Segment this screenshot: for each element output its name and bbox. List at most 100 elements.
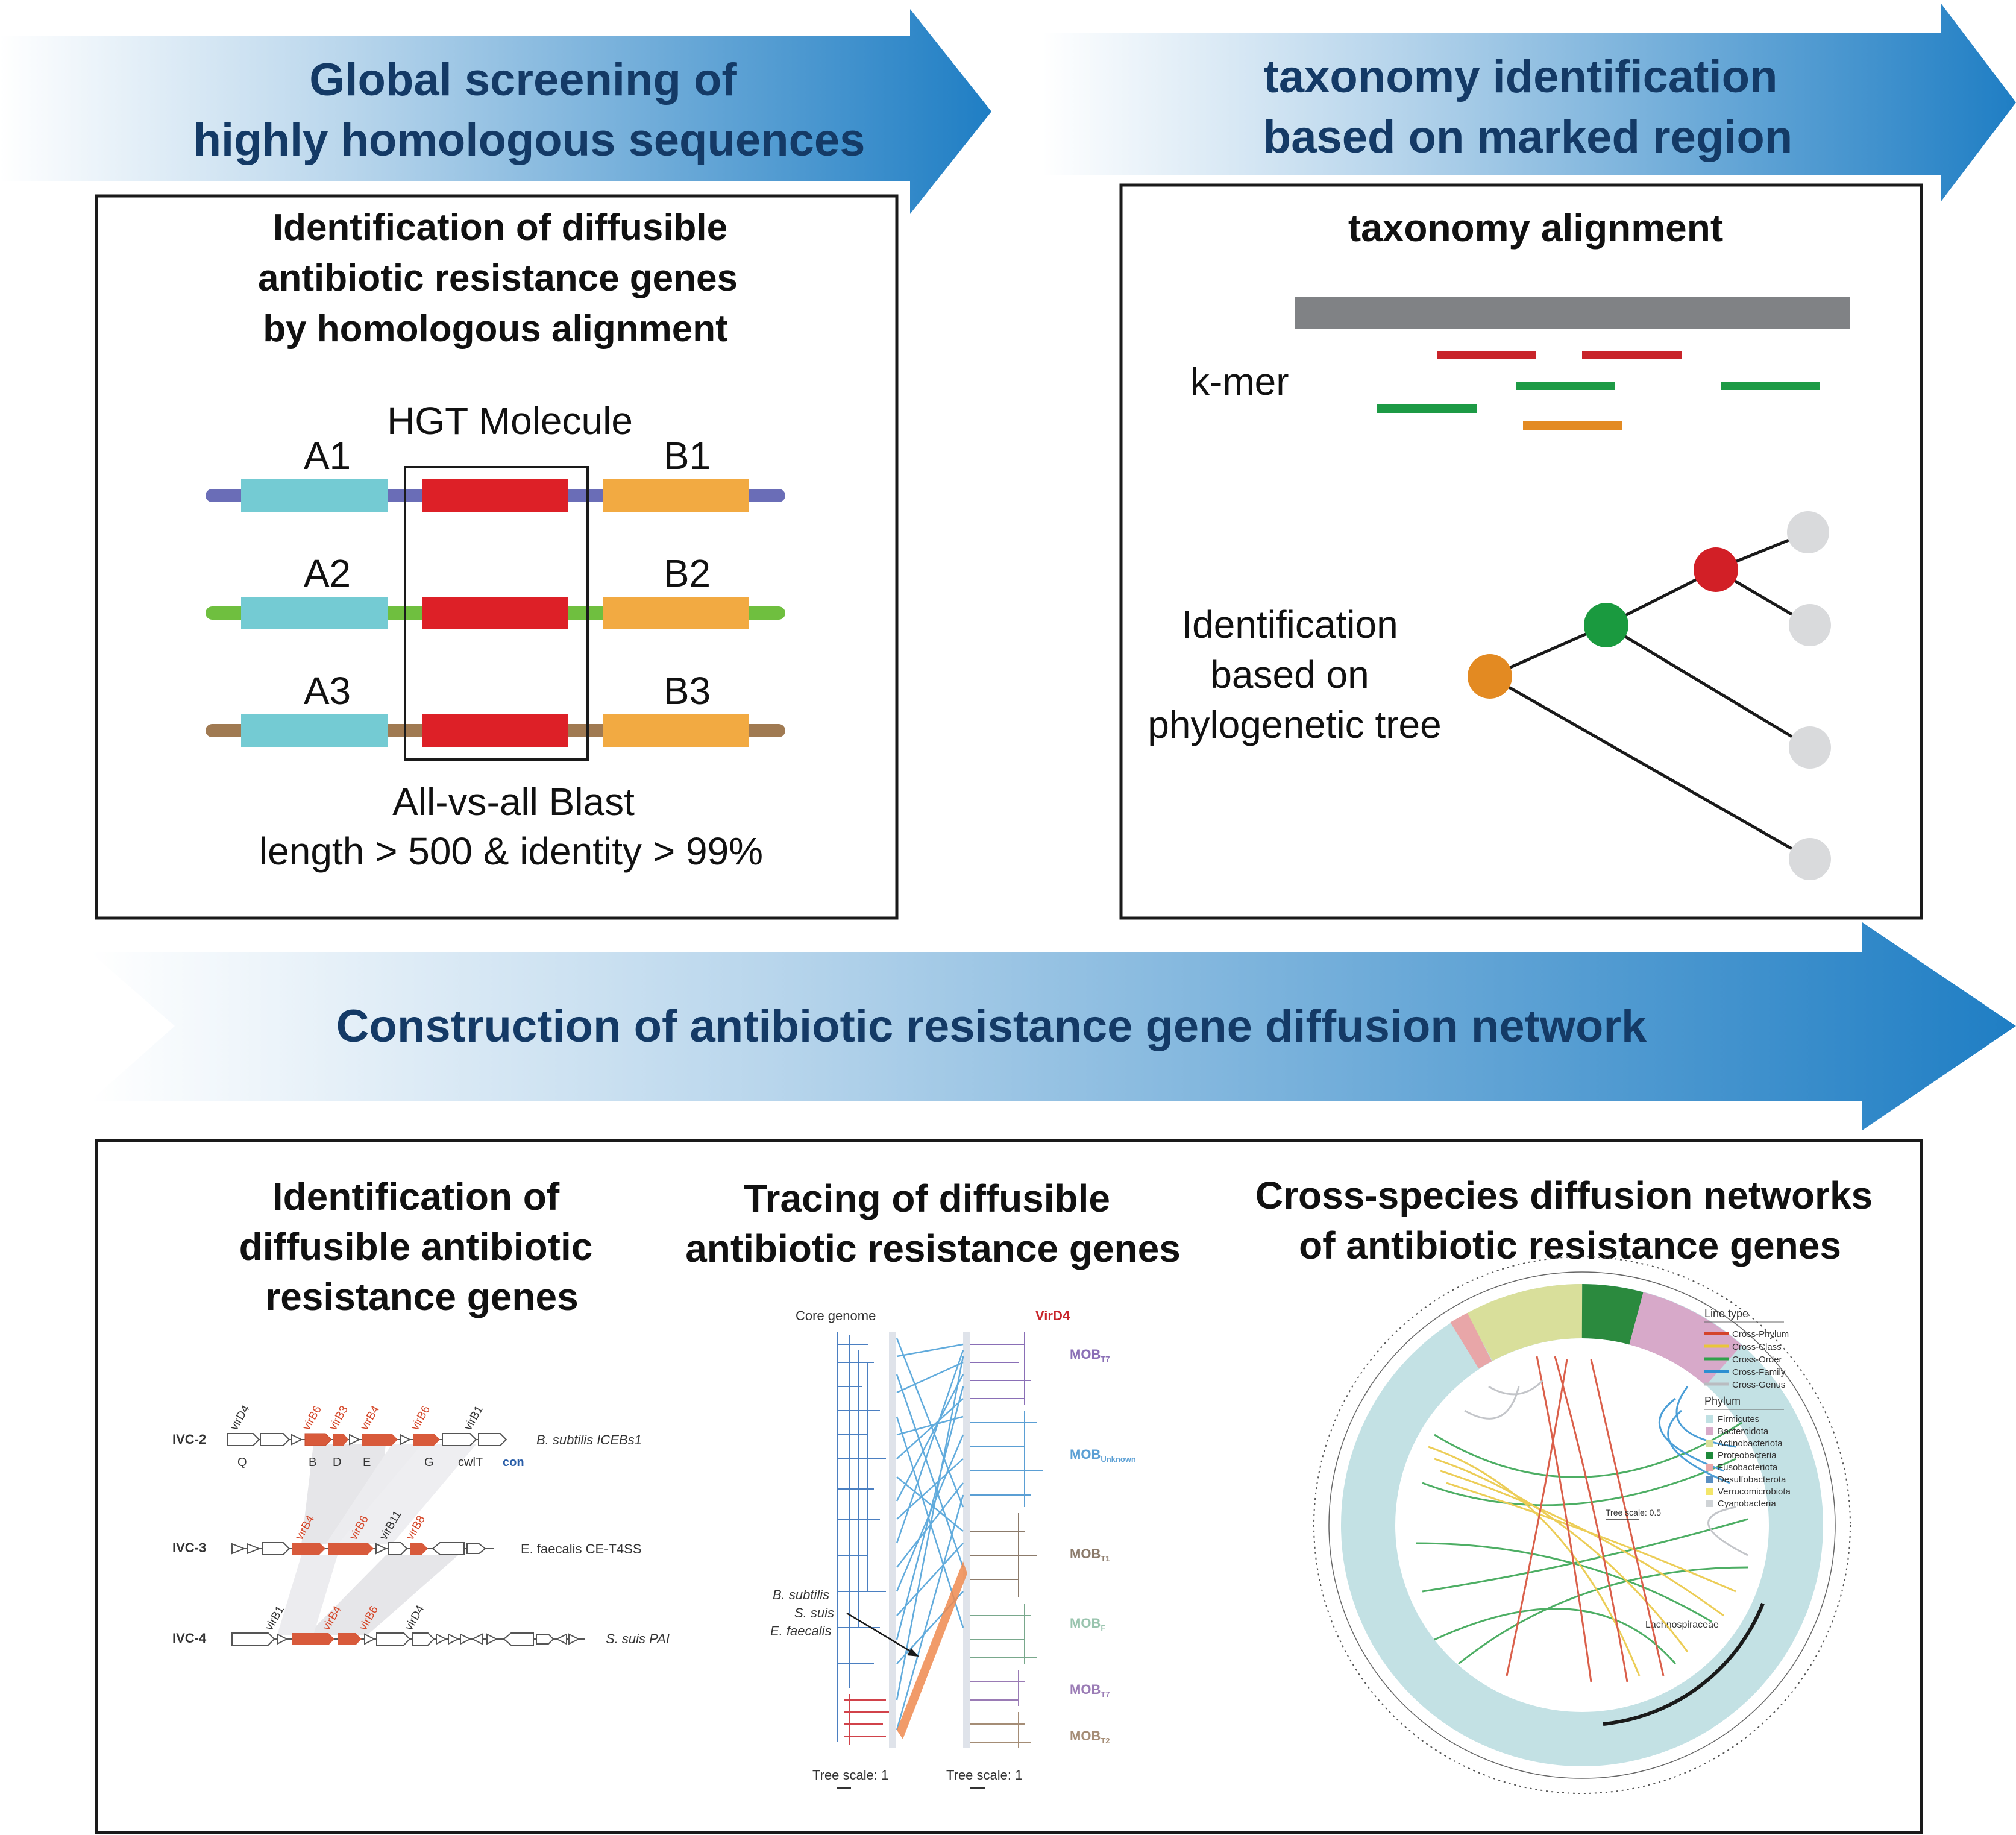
ivc4-organism: S. suis PAI xyxy=(606,1631,670,1646)
species-s-suis: S. suis xyxy=(794,1605,834,1620)
species-e-faecalis: E. faecalis xyxy=(770,1623,832,1638)
tree-leaf-1 xyxy=(1787,511,1829,553)
hgt-gene-1 xyxy=(422,479,568,512)
hgt-highlight-box xyxy=(404,466,589,761)
ivc3-label: IVC-3 xyxy=(172,1540,206,1555)
ring-fusobacteriota xyxy=(1450,1312,1492,1369)
ivc3-organism: E. faecalis CE-T4SS xyxy=(521,1541,642,1556)
legend-actinobacteriota: Actinobacteriota xyxy=(1718,1438,1783,1449)
hgt-title-line2: antibiotic resistance genes xyxy=(258,257,738,299)
reference-sequence-bar xyxy=(1295,297,1850,329)
hgt-molecule-label: HGT Molecule xyxy=(387,399,633,442)
ivc2-label: IVC-2 xyxy=(172,1432,206,1447)
mob-label-1: MOBT7 xyxy=(1070,1347,1110,1364)
legend-fusobacteriota: Fusobacteriota xyxy=(1718,1462,1778,1473)
hgt-title-line3: by homologous alignment xyxy=(263,308,728,350)
label-a1: A1 xyxy=(304,434,351,477)
legend-cross-phylum: Cross-Phylum xyxy=(1732,1329,1789,1339)
line-type-legend: Cross-Phylum Cross-Class Cross-Order Cro… xyxy=(1704,1329,1789,1390)
homology-band-5 xyxy=(277,1555,338,1635)
gene-b3 xyxy=(603,714,749,747)
core-genome-tree-red-clade xyxy=(844,1694,889,1745)
label-b1: B1 xyxy=(664,434,711,477)
legend-proteobacteria: Proteobacteria xyxy=(1718,1450,1777,1461)
ring-actinobacteriota xyxy=(1466,1283,1583,1361)
blast-label: All-vs-all Blast xyxy=(392,780,635,823)
tree-node-green xyxy=(1584,603,1628,647)
arrow-taxonomy-line2: based on marked region xyxy=(1263,112,1792,163)
gene-b2 xyxy=(603,597,749,629)
species-b-subtilis: B. subtilis xyxy=(773,1587,829,1602)
tracing-tanglegram: Core genome VirD4 xyxy=(770,1308,1136,1789)
legend-firmicutes: Firmicutes xyxy=(1718,1414,1759,1424)
core-genome-tree xyxy=(837,1332,886,1742)
virD4-tree-t7b xyxy=(970,1670,1025,1706)
taxonomy-title: taxonomy alignment xyxy=(1348,206,1723,250)
tree-leaf-2 xyxy=(1789,604,1831,646)
mob-label-6: MOBT2 xyxy=(1070,1728,1110,1745)
left-tip-bar xyxy=(889,1332,896,1748)
virD4-tree-unknown xyxy=(970,1411,1043,1507)
arrow-taxonomy-line1: taxonomy identification xyxy=(1264,51,1778,102)
species-pointer-line xyxy=(846,1612,912,1653)
ivc4-label: IVC-4 xyxy=(172,1631,207,1646)
tree-leaf-4 xyxy=(1789,838,1831,880)
hgt-gene-3 xyxy=(422,714,568,747)
col2-title-line2: antibiotic resistance genes xyxy=(685,1227,1181,1270)
label-a2: A2 xyxy=(304,552,351,595)
tree-scale-left: Tree scale: 1 xyxy=(812,1767,888,1783)
legend-verrucomicrobiota: Verrucomicrobiota xyxy=(1718,1487,1791,1497)
arrow-taxonomy-identification: taxonomy identification based on marked … xyxy=(1043,3,2016,202)
ivc2-bottom-D: D xyxy=(333,1456,341,1469)
outer-tree-ring-2 xyxy=(1328,1271,1836,1779)
legend-cross-family: Cross-Family xyxy=(1732,1367,1786,1377)
mob-label-3: MOBT1 xyxy=(1070,1546,1110,1563)
arrow-global-screening: Global screening of highly homologous se… xyxy=(0,9,991,214)
legend-cyanobacteria: Cyanobacteria xyxy=(1718,1499,1776,1509)
gene-a2 xyxy=(241,597,388,629)
lachnospiraceae-arc xyxy=(1603,1602,1765,1726)
mob-label-2: MOBUnknown xyxy=(1070,1447,1136,1464)
ivc2-bottom-E: E xyxy=(363,1456,371,1469)
mob-label-5: MOBT7 xyxy=(1070,1682,1110,1699)
line-type-title: Line type xyxy=(1704,1308,1748,1320)
arrow-construction-label: Construction of antibiotic resistance ge… xyxy=(336,1001,1647,1052)
ivc2-bottom-con: con xyxy=(503,1456,524,1469)
arrow-construction: Construction of antibiotic resistance ge… xyxy=(90,922,2016,1130)
legend-cross-class: Cross-Class xyxy=(1732,1342,1782,1352)
network-links xyxy=(1416,1356,1748,1682)
label-b2: B2 xyxy=(664,552,711,595)
ivc2-organism: B. subtilis ICEBs1 xyxy=(536,1432,642,1447)
mob-label-4: MOBF xyxy=(1070,1616,1105,1632)
ring-proteobacteria xyxy=(1581,1284,1644,1345)
col3-title-line2: of antibiotic resistance genes xyxy=(1299,1224,1841,1267)
hgt-gene-2 xyxy=(422,597,568,629)
virD4-tree-f xyxy=(970,1604,1037,1664)
tree-label-line3: phylogenetic tree xyxy=(1148,703,1441,746)
virD4-tree-t1 xyxy=(970,1513,1037,1597)
cross-species-network: Lachnospiraceae xyxy=(1313,1256,1851,1794)
blast-criteria: length > 500 & identity > 99% xyxy=(259,829,763,873)
col3-title-line1: Cross-species diffusion networks xyxy=(1255,1174,1873,1217)
tree-label-line2: based on xyxy=(1210,653,1369,696)
virD4-tree-t2 xyxy=(970,1712,1031,1748)
tree-label-line1: Identification xyxy=(1181,603,1398,646)
right-tip-bar xyxy=(963,1332,970,1748)
col1-title-line2: diffusible antibiotic xyxy=(239,1225,593,1268)
tree-node-red xyxy=(1694,547,1738,592)
hgt-title-line1: Identification of diffusible xyxy=(273,207,727,248)
network-tree-scale: Tree scale: 0.5 xyxy=(1606,1508,1661,1517)
ivc2-bottom-B: B xyxy=(309,1456,316,1469)
virD4-label: VirD4 xyxy=(1035,1308,1070,1323)
tree-leaf-3 xyxy=(1789,726,1831,769)
orange-connection xyxy=(897,1561,967,1739)
species-pointer-head xyxy=(907,1648,919,1657)
clade-label: Lachnospiraceae xyxy=(1645,1620,1719,1630)
gene-b1 xyxy=(603,479,749,512)
legend-cross-order: Cross-Order xyxy=(1732,1355,1782,1365)
virD4-tree-top xyxy=(970,1332,1031,1405)
phylum-legend: Firmicutes Bacteroidota Actinobacteriota… xyxy=(1706,1414,1791,1509)
gene-a1 xyxy=(241,479,388,512)
kmer-label: k-mer xyxy=(1190,360,1289,403)
